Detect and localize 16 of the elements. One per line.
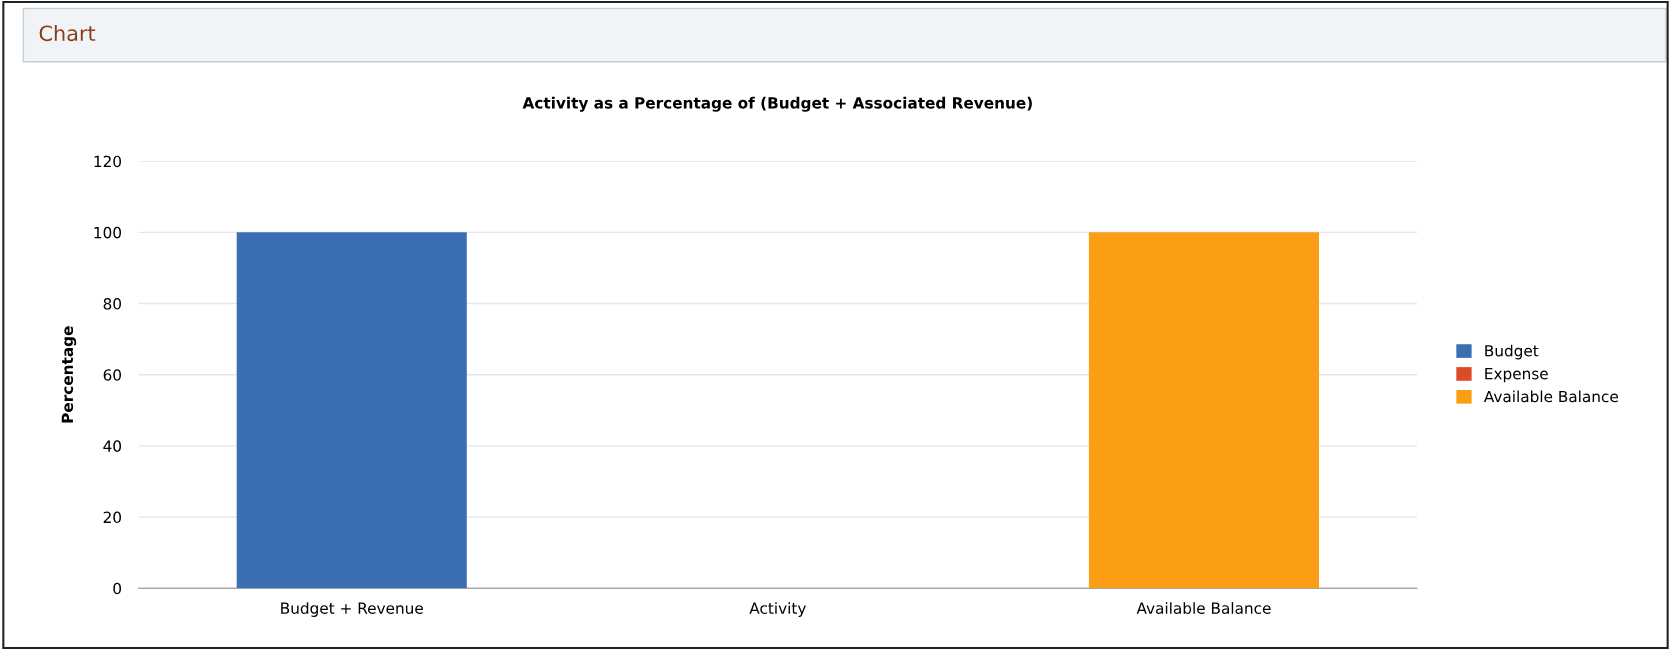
chart-title: Activity as a Percentage of (Budget + Associated Revenue) xyxy=(522,96,1032,112)
legend-label: Budget xyxy=(1485,344,1539,360)
y-tick-label: 20 xyxy=(103,511,122,524)
y-tick-label: 0 xyxy=(113,582,122,595)
y-tick-label: 40 xyxy=(103,440,122,452)
text: Chart xyxy=(39,25,96,42)
y-tick-label: 120 xyxy=(94,155,122,168)
y-tick-label: 60 xyxy=(103,369,122,381)
y-axis-title: Percentage xyxy=(61,326,77,423)
x-tick-label: Activity xyxy=(749,602,806,617)
y-tick-label: 100 xyxy=(94,226,122,239)
legend-label: Expense xyxy=(1485,368,1548,383)
y-tick-label: 80 xyxy=(103,298,122,310)
x-tick-label: Budget + Revenue xyxy=(281,602,423,617)
x-tick-label: Available Balance xyxy=(1136,602,1271,614)
legend-label: Available Balance xyxy=(1483,390,1618,403)
